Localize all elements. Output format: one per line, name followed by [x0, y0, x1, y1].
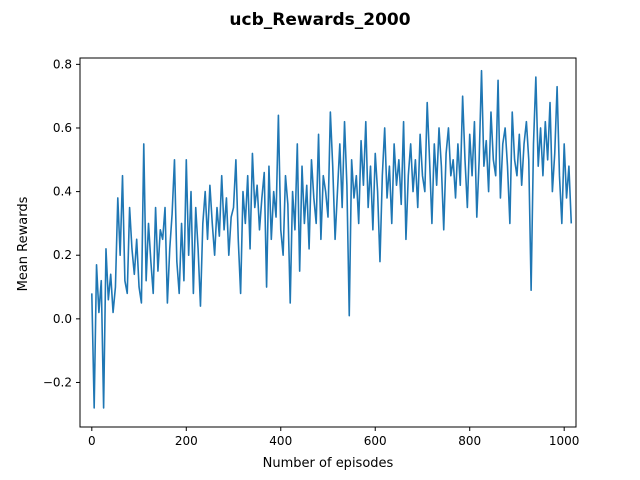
x-tick-label: 400 [269, 434, 292, 448]
x-axis: 0 200 400 600 800 1000 [88, 427, 579, 448]
x-tick-label: 800 [458, 434, 481, 448]
x-tick-label: 200 [175, 434, 198, 448]
series-line [91, 69, 573, 409]
x-tick-label: 600 [364, 434, 387, 448]
y-axis-label: Mean Rewards [16, 196, 31, 291]
axes-frame [79, 57, 577, 428]
chart-title: ucb_Rewards_2000 [229, 10, 410, 30]
y-axis: −0.2 0.0 0.2 0.4 0.6 0.8 [43, 57, 80, 389]
x-axis-label: Number of episodes [263, 456, 394, 471]
y-tick-label: 0.8 [53, 57, 72, 71]
y-tick-label: 0.0 [53, 312, 72, 326]
x-tick-label: 0 [88, 434, 96, 448]
y-tick-label: −0.2 [43, 375, 72, 389]
plot-area [79, 57, 577, 428]
data-layer [91, 69, 573, 409]
x-tick-label: 1000 [549, 434, 580, 448]
y-tick-label: 0.2 [53, 248, 72, 262]
y-tick-label: 0.4 [53, 185, 72, 199]
y-tick-label: 0.6 [53, 121, 72, 135]
